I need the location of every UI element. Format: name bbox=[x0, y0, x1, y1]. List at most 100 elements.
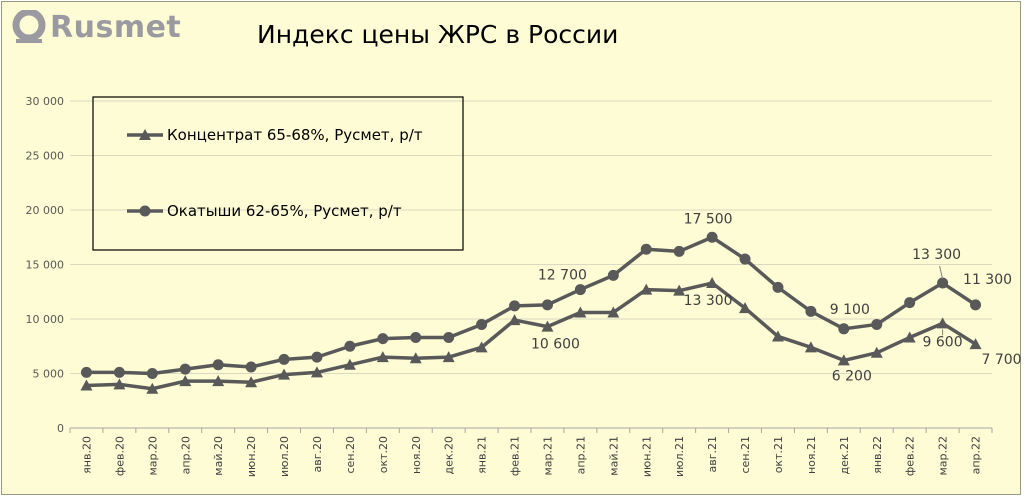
data-point bbox=[343, 358, 356, 370]
series-concentrate bbox=[80, 277, 982, 394]
data-point bbox=[278, 353, 290, 365]
x-tick-label: дек.20 bbox=[443, 436, 456, 475]
x-tick-label: июн.21 bbox=[640, 436, 653, 477]
data-point bbox=[739, 253, 751, 265]
data-point bbox=[541, 299, 553, 311]
series-pellets bbox=[80, 231, 982, 379]
data-point bbox=[212, 375, 225, 387]
data-point bbox=[574, 306, 587, 318]
data-label: 9 100 bbox=[830, 302, 870, 318]
x-tick-label: май.21 bbox=[607, 436, 620, 476]
data-point bbox=[771, 330, 784, 342]
data-point bbox=[805, 305, 817, 317]
data-point bbox=[476, 318, 488, 330]
data-point bbox=[442, 351, 455, 363]
data-point bbox=[310, 366, 323, 378]
data-point bbox=[838, 323, 850, 335]
x-tick-label: июл.21 bbox=[673, 436, 686, 477]
data-point bbox=[673, 284, 686, 296]
data-point bbox=[344, 340, 356, 352]
x-tick-label: апр.22 bbox=[970, 436, 983, 474]
legend-label: Окатыши 62-65%, Русмет, р/т bbox=[167, 202, 402, 220]
data-point bbox=[376, 351, 389, 363]
y-tick-label: 10 000 bbox=[26, 313, 65, 326]
data-point bbox=[80, 379, 93, 391]
x-tick-label: июл.20 bbox=[278, 436, 291, 477]
x-tick-label: май.20 bbox=[212, 436, 225, 476]
x-tick-label: янв.22 bbox=[871, 436, 884, 474]
x-axis: янв.20 фев.20 мар.20 апр.20 май.20 июн.20 июл.… bbox=[69, 427, 993, 477]
data-label: 9 600 bbox=[923, 334, 963, 350]
y-tick-label: 15 000 bbox=[26, 259, 65, 272]
data-point bbox=[706, 231, 718, 243]
data-point bbox=[574, 284, 586, 296]
legend-box bbox=[92, 96, 464, 251]
data-label: 11 300 bbox=[963, 272, 1012, 288]
y-tick-label: 5 000 bbox=[33, 368, 65, 381]
x-tick-label: авг.20 bbox=[311, 436, 324, 473]
x-tick-label: мар.21 bbox=[541, 436, 554, 476]
data-label: 17 500 bbox=[684, 211, 733, 227]
data-point bbox=[837, 354, 850, 366]
x-tick-label: авг.21 bbox=[706, 436, 719, 473]
data-point bbox=[377, 333, 389, 345]
data-point bbox=[113, 366, 125, 378]
x-tick-label: мар.20 bbox=[146, 436, 159, 476]
data-point bbox=[139, 205, 151, 217]
y-tick-label: 30 000 bbox=[26, 95, 65, 108]
data-point bbox=[541, 320, 554, 332]
data-label: 7 700 bbox=[981, 352, 1021, 368]
y-tick-label: 25 000 bbox=[26, 150, 65, 163]
data-point bbox=[937, 277, 949, 289]
x-tick-label: фев.20 bbox=[113, 436, 126, 476]
data-label: 13 300 bbox=[912, 247, 961, 263]
x-tick-label: апр.20 bbox=[179, 436, 192, 474]
chart-legend: Концентрат 65-68%, Русмет, р/т Окатыши 62… bbox=[92, 96, 464, 251]
data-labels: 10 600 13 300 6 200 9 600 7 700 12 700 17 500 9… bbox=[531, 211, 1022, 384]
data-point bbox=[410, 332, 422, 344]
data-point bbox=[706, 277, 719, 289]
data-label: 6 200 bbox=[832, 368, 872, 384]
data-point bbox=[936, 317, 949, 329]
x-tick-label: ноя.21 bbox=[805, 436, 818, 474]
data-point bbox=[146, 368, 158, 379]
data-point bbox=[970, 299, 982, 311]
data-label: 12 700 bbox=[538, 268, 587, 284]
x-tick-label: фев.21 bbox=[509, 436, 522, 476]
data-point bbox=[607, 269, 619, 281]
legend-label: Концентрат 65-68%, Русмет, р/т bbox=[167, 126, 423, 144]
data-point bbox=[509, 300, 521, 312]
x-tick-label: янв.21 bbox=[476, 436, 489, 474]
data-point bbox=[212, 359, 224, 371]
data-point bbox=[278, 368, 291, 380]
data-point bbox=[673, 245, 685, 257]
label-leader-line bbox=[939, 265, 944, 280]
data-point bbox=[640, 243, 652, 255]
data-point bbox=[179, 363, 191, 375]
x-tick-label: июн.20 bbox=[245, 436, 258, 477]
x-tick-label: фев.22 bbox=[904, 436, 917, 476]
legend-entry: Концентрат 65-68%, Русмет, р/т bbox=[127, 126, 423, 144]
data-point bbox=[903, 331, 916, 343]
data-point bbox=[245, 361, 257, 373]
series-line bbox=[86, 235, 977, 376]
series-line bbox=[86, 281, 977, 391]
data-point bbox=[80, 366, 92, 378]
y-tick-label: 20 000 bbox=[26, 204, 65, 217]
data-point bbox=[409, 352, 422, 364]
x-tick-label: мар.22 bbox=[937, 436, 950, 476]
x-tick-label: апр.21 bbox=[574, 436, 587, 474]
chart-series bbox=[80, 231, 982, 394]
data-point bbox=[113, 378, 126, 390]
data-point bbox=[739, 302, 752, 314]
legend-entry: Окатыши 62-65%, Русмет, р/т bbox=[127, 202, 402, 220]
y-tick-label: 0 bbox=[57, 422, 64, 435]
data-point bbox=[772, 281, 784, 293]
data-point bbox=[245, 376, 258, 388]
data-point bbox=[969, 338, 982, 350]
x-tick-label: янв.20 bbox=[80, 436, 93, 474]
rusmet-logo-icon bbox=[12, 10, 46, 43]
data-point bbox=[607, 306, 620, 318]
